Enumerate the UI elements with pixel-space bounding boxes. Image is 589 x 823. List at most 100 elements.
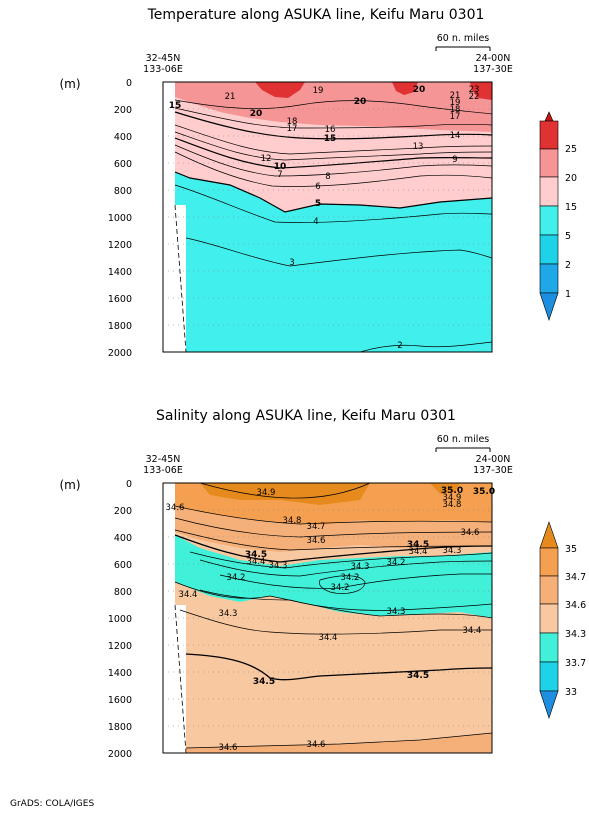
temp-tick-400: 400 [114, 132, 132, 143]
sal-contour-label: 34.5 [245, 550, 267, 560]
temp-contour-13 [174, 124, 493, 155]
temp-contour-label: 21 [225, 92, 236, 102]
temp-contour-label: 4 [313, 217, 318, 227]
sal-contour-label: 34.2 [331, 583, 350, 593]
sal-start-lat: 32-45N [146, 454, 181, 465]
temp-y-tick-labels: 0 200 400 600 800 1000 1200 1400 1600 18… [108, 78, 132, 359]
sal-y-tick-labels: 0 200 400 600 800 1000 1200 1400 1600 18… [108, 479, 132, 760]
temp-contour-label: 22 [469, 92, 480, 102]
temp-contour-4 [174, 184, 493, 223]
temp-contour-label: 19 [313, 86, 324, 96]
temp-contour-19 [174, 99, 493, 115]
sal-contour-label: 35.0 [473, 487, 495, 497]
sal-contour-34.4-mid [179, 609, 492, 635]
sal-contour-34.6-top [174, 529, 493, 551]
temp-tick-0: 0 [126, 78, 132, 89]
sal-end-lon: 137-30E [473, 465, 513, 476]
temp-cbar-bottom-arrow [539, 292, 559, 321]
temp-scale-label: 60 n. miles [437, 33, 490, 44]
sal-contour-label: 34.6 [219, 743, 238, 753]
temp-tick-200: 200 [114, 105, 132, 116]
temp-contour-label: 20 [354, 97, 367, 107]
temp-cbar-label: 5 [565, 231, 571, 242]
sal-tick-1600: 1600 [108, 695, 132, 706]
sal-fill-core-1 [200, 483, 370, 505]
temp-fill-mid [163, 82, 492, 132]
sal-contours [174, 482, 493, 749]
temp-coastline [174, 204, 187, 353]
sal-coast-blank [163, 483, 186, 753]
temp-contour-2 [359, 341, 493, 353]
sal-contour-label: 34.4 [319, 633, 338, 643]
temp-contour-label: 6 [315, 182, 320, 192]
temp-cbar-bin [539, 176, 559, 207]
temp-coast-blank [163, 82, 186, 352]
sal-contour-34.2-mid [219, 573, 492, 589]
temp-contour-17 [174, 107, 493, 129]
sal-tick-400: 400 [114, 533, 132, 544]
temp-contour-label: 8 [325, 172, 330, 182]
sal-scale-label: 60 n. miles [437, 434, 490, 445]
temp-fill-hot-2 [392, 82, 418, 95]
sal-coastline [174, 604, 187, 754]
temp-end-lon: 137-30E [473, 64, 513, 75]
sal-title: Salinity along ASUKA line, Keifu Maru 03… [156, 408, 456, 424]
sal-tick-1400: 1400 [108, 668, 132, 679]
sal-contour-label: 34.4 [247, 557, 266, 567]
sal-contour-label: 34.6 [166, 503, 185, 513]
sal-contour-label: 34.3 [269, 561, 288, 571]
temp-contour-6 [174, 151, 493, 187]
temp-contour-15 [174, 111, 493, 140]
sal-contour-34.3-top [199, 559, 493, 577]
sal-contour-label: 34.3 [387, 607, 406, 617]
temp-contour-label: 12 [261, 154, 272, 164]
temp-start-lat: 32-45N [146, 53, 181, 64]
temp-contour-label: 5 [315, 199, 321, 209]
temp-contour-label: 15 [169, 101, 182, 111]
temp-colorbar: 25 20 15 5 2 1 [539, 111, 577, 321]
sal-contour-label: 34.4 [179, 590, 198, 600]
temp-tick-1400: 1400 [108, 267, 132, 278]
sal-contour-label: 34.2 [387, 558, 406, 568]
temp-unit-label: (m) [59, 77, 80, 91]
sal-cbar-bin [539, 547, 559, 577]
temp-cbar-bin [539, 263, 559, 294]
temp-cbar-bin [539, 205, 559, 236]
temp-cbar-bin [539, 148, 559, 178]
temp-contour-label: 7 [277, 170, 282, 180]
sal-tick-800: 800 [114, 587, 132, 598]
sal-fill-core-2 [430, 483, 460, 494]
temperature-panel: Temperature along ASUKA line, Keifu Maru… [59, 7, 577, 359]
temp-contour-12 [174, 131, 493, 161]
temp-contour-label: 9 [452, 155, 457, 165]
temp-scale-bar [435, 46, 491, 51]
sal-contour-34.6-deep [185, 732, 493, 749]
temp-contour-labels: 21 20 19 20 20 21 23 22 15 19 18 17 18 1… [169, 85, 480, 351]
sal-tick-1800: 1800 [108, 722, 132, 733]
temp-fill-hot-3 [470, 82, 492, 100]
sal-contour-34.8 [174, 505, 493, 525]
sal-contour-34.9 [199, 482, 371, 499]
sal-contour-label: 34.3 [219, 609, 238, 619]
sal-tick-200: 200 [114, 506, 132, 517]
temp-contour-label: 16 [325, 125, 336, 135]
temp-contour-label: 20 [413, 85, 426, 95]
temp-contour-3 [185, 237, 493, 267]
temp-title: Temperature along ASUKA line, Keifu Maru… [147, 7, 485, 23]
sal-cbar-label: 34.7 [565, 572, 586, 583]
sal-contour-label: 35.0 [441, 486, 463, 496]
sal-contour-label: 34.6 [461, 528, 480, 538]
temp-cbar-label: 20 [565, 173, 577, 184]
sal-tick-600: 600 [114, 560, 132, 571]
temp-cbar-label: 1 [565, 289, 571, 300]
sal-cbar-label: 34.3 [565, 629, 586, 640]
sal-contour-34.7 [174, 517, 493, 538]
temp-contour-label: 15 [324, 134, 337, 144]
sal-contour-label: 34.4 [409, 547, 428, 557]
sal-contour-34.5-top [174, 534, 493, 563]
sal-fill-deep [186, 733, 492, 753]
sal-start-lon: 133-06E [143, 465, 183, 476]
temp-tick-800: 800 [114, 186, 132, 197]
sal-cbar-bin [539, 575, 559, 605]
temp-contours [174, 99, 493, 353]
